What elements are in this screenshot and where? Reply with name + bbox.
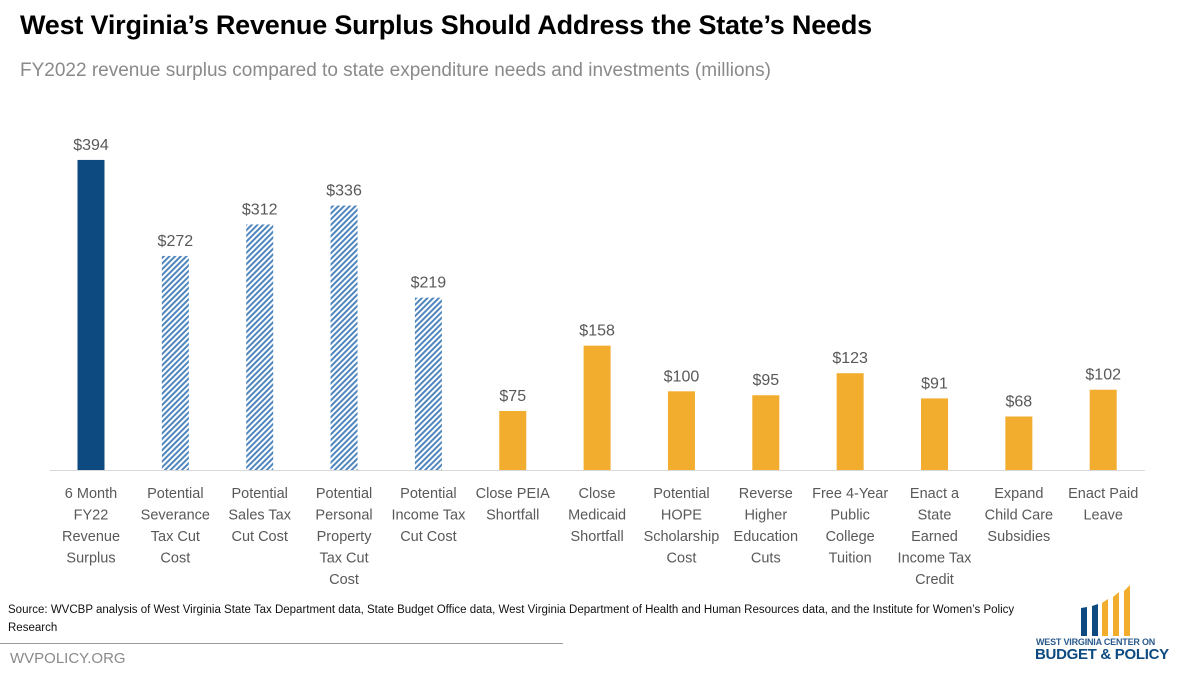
- category-label: Potential Sales Tax Cut Cost: [228, 486, 291, 545]
- data-label: $91: [921, 375, 948, 392]
- bar-needs: [836, 373, 864, 470]
- category-label: Potential Income Tax Cut Cost: [391, 486, 466, 545]
- category-label: Potential Personal Property Tax Cut Cost: [315, 486, 372, 588]
- chart-subtitle: FY2022 revenue surplus compared to state…: [20, 60, 771, 81]
- data-label: $219: [411, 275, 447, 292]
- source-note: Source: WVCBP analysis of West Virginia …: [8, 604, 1015, 634]
- bar-tax_cut: [330, 205, 358, 470]
- data-label: $158: [579, 323, 615, 340]
- bar-needs: [1089, 389, 1117, 470]
- bar-chart-logo-icon: [1081, 585, 1130, 636]
- category-label: Enact a State Earned Income Tax Credit: [898, 486, 973, 588]
- category-label: Free 4-Year Public College Tuition: [812, 486, 888, 567]
- bar-tax_cut: [246, 224, 274, 470]
- data-label: $95: [752, 372, 779, 389]
- bar-needs: [921, 398, 948, 470]
- bar-needs: [583, 345, 611, 470]
- data-label: $68: [1005, 393, 1032, 410]
- category-label: 6 Month FY22 Revenue Surplus: [62, 486, 120, 567]
- logo-brand-line: BUDGET & POLICY: [1035, 646, 1169, 663]
- category-label: Reverse Higher Education Cuts: [734, 486, 799, 567]
- data-label: $272: [158, 233, 194, 250]
- data-label: $102: [1085, 367, 1121, 384]
- category-label: Close PEIA Shortfall: [476, 486, 550, 524]
- data-label: $123: [832, 350, 868, 367]
- bar-needs: [752, 395, 780, 470]
- category-label: Potential Severance Tax Cut Cost: [141, 486, 210, 567]
- bar-needs: [1005, 416, 1033, 470]
- category-label: Enact Paid Leave: [1068, 486, 1138, 524]
- chart-title: West Virginia’s Revenue Surplus Should A…: [20, 10, 872, 40]
- data-label: $394: [73, 137, 109, 154]
- bar-needs: [667, 391, 695, 470]
- data-label: $312: [242, 201, 278, 218]
- category-label: Close Medicaid Shortfall: [568, 486, 626, 545]
- bar-chart: $394 $272 $312 $336 $219 $75 $158 $100 $95 $123 $9…: [50, 137, 1145, 588]
- bar-surplus: [77, 159, 105, 470]
- footer-divider: [0, 643, 563, 644]
- category-label: Potential HOPE Scholarship Cost: [644, 486, 720, 567]
- logo-org-line: WEST VIRGINIA CENTER ON: [1036, 637, 1156, 647]
- bar-tax_cut: [414, 297, 442, 470]
- site-url[interactable]: WVPOLICY.ORG: [10, 650, 126, 667]
- bar-tax_cut: [161, 255, 189, 470]
- category-label: Expand Child Care Subsidies: [985, 486, 1054, 545]
- bar-needs: [499, 410, 527, 470]
- data-label: $75: [499, 388, 526, 405]
- wvcbp-logo: WEST VIRGINIA CENTER ON BUDGET & POLICY: [1020, 585, 1200, 670]
- data-label: $336: [326, 183, 362, 200]
- data-label: $100: [664, 368, 700, 385]
